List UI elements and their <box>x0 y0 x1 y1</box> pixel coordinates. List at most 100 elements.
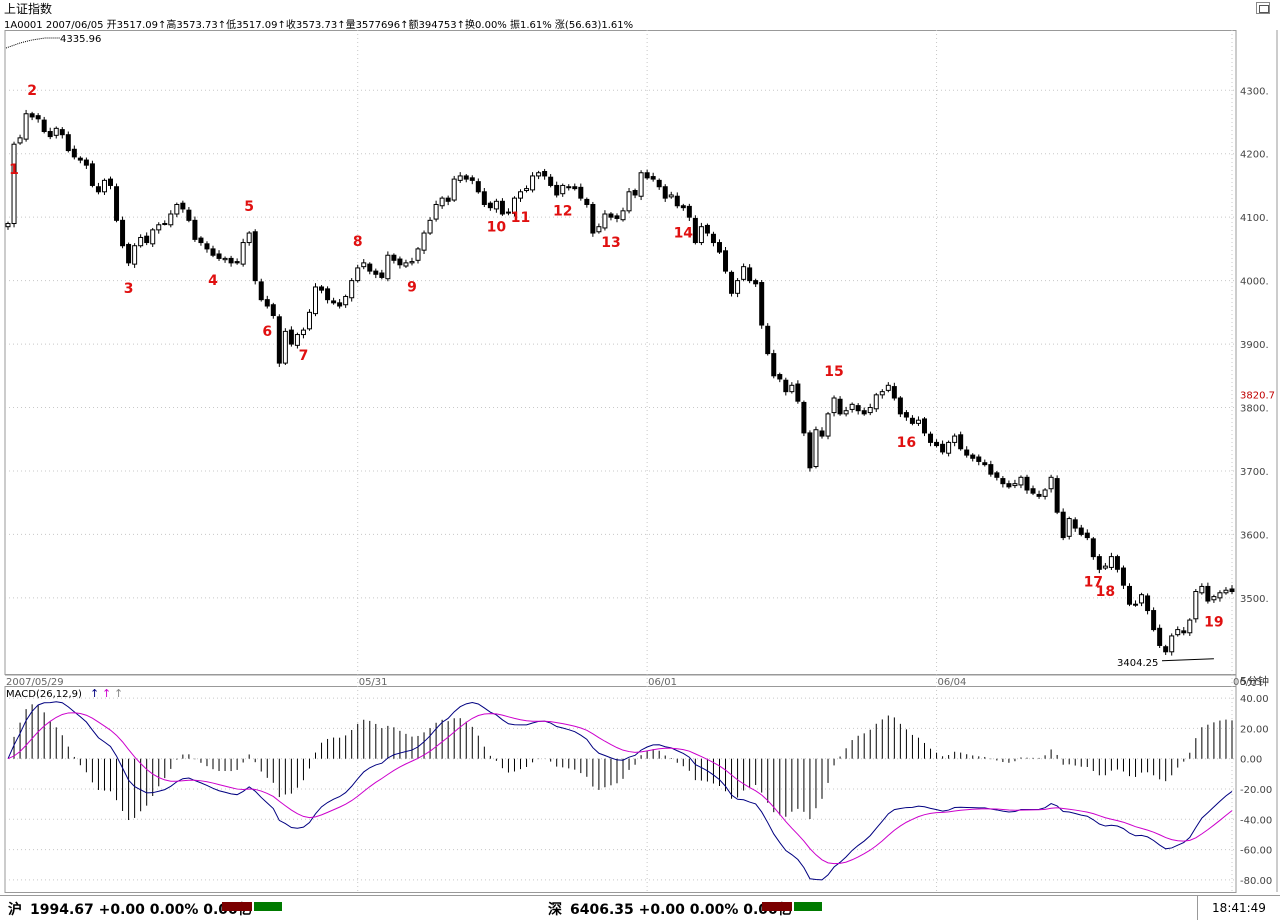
candle <box>928 431 934 447</box>
candle-body-down <box>982 462 988 466</box>
candle <box>1012 479 1018 489</box>
candle <box>126 242 132 267</box>
candle <box>964 446 970 458</box>
candle-body-up <box>1133 603 1139 606</box>
candle <box>1211 594 1217 603</box>
candle <box>783 377 789 396</box>
candle-body-up <box>946 441 952 454</box>
candle <box>355 264 361 283</box>
candle-body-down <box>1036 493 1042 497</box>
candle-body-down <box>481 191 487 205</box>
candle-body-down <box>59 129 65 136</box>
macd-arrow-icon: ↑ <box>114 687 123 700</box>
candle-body-up <box>566 186 572 189</box>
candle <box>644 169 650 180</box>
title-bar: 上证指数 <box>0 0 1280 16</box>
candle-body-up <box>433 203 439 220</box>
candle <box>53 126 59 139</box>
candle <box>1169 633 1175 656</box>
candle <box>5 221 11 230</box>
kline-chart[interactable]: 4335.96 3404.25 4300. 4200. 4100. 4000. 3900.… <box>0 30 1280 895</box>
candle-body-down <box>686 205 692 218</box>
candle-body-up <box>403 262 409 267</box>
candle-body-up <box>349 280 355 299</box>
candle-body-up <box>313 286 319 315</box>
candle-body-down <box>234 261 240 264</box>
candle-body-down <box>1030 488 1036 494</box>
candle <box>554 181 560 198</box>
candle-body-down <box>674 195 680 207</box>
candle <box>542 168 548 180</box>
candle <box>650 172 656 182</box>
candle-body-down <box>662 186 668 199</box>
candle-body-down <box>729 271 735 294</box>
candle <box>319 285 325 294</box>
price-tick-label: 4200. <box>1240 150 1269 161</box>
time-tick-label: 06/05 <box>1233 677 1262 688</box>
candle-body-down <box>680 205 686 209</box>
dif-line <box>7 701 1233 881</box>
candle <box>560 183 566 197</box>
wave-label: 18 <box>1096 584 1115 600</box>
candle-body-up <box>451 178 457 201</box>
candle <box>710 231 716 247</box>
candle-body-down <box>1229 588 1235 593</box>
candle <box>566 184 572 191</box>
candle <box>692 215 698 245</box>
candle-body-up <box>1211 596 1217 601</box>
candle-body-down <box>1024 476 1030 491</box>
candle <box>475 178 481 194</box>
candle <box>138 234 144 248</box>
price-axis: 4300. 4200. 4100. 4000. 3900. 3800. 3700. 3600.… <box>1240 86 1275 605</box>
candle-body-up <box>789 384 795 393</box>
candle <box>282 328 288 366</box>
candle <box>114 183 120 223</box>
macd-tick-label: 40.00 <box>1240 694 1269 705</box>
candle-body-down <box>325 288 331 301</box>
candle-body-down <box>108 178 114 186</box>
candle <box>361 259 367 270</box>
candle <box>1090 536 1096 560</box>
sh-down-meter <box>254 902 282 911</box>
candle-body-down <box>807 432 813 469</box>
wave-label: 15 <box>824 364 843 380</box>
candle <box>499 198 505 216</box>
candle <box>331 297 337 305</box>
candle <box>1175 626 1181 637</box>
candle-body-down <box>819 430 825 437</box>
candle-body-up <box>427 219 433 234</box>
candle <box>264 295 270 309</box>
macd-tick-label: 20.00 <box>1240 724 1269 735</box>
candle <box>524 185 530 193</box>
candle-body-down <box>95 186 101 193</box>
maximize-button[interactable] <box>1256 2 1270 14</box>
candle <box>204 241 210 253</box>
candle-body-down <box>921 418 927 434</box>
candle <box>729 270 735 297</box>
candle-body-up <box>168 213 174 226</box>
min-price-label: 3404.25 <box>1117 658 1158 669</box>
candle <box>891 382 897 401</box>
candle-body-up <box>1042 489 1048 497</box>
candle <box>505 208 511 216</box>
candle-body-up <box>698 226 704 244</box>
candle <box>252 229 258 285</box>
candle-body-down <box>1060 511 1066 539</box>
candle <box>958 431 964 451</box>
candle-body-up <box>361 262 367 268</box>
candle <box>210 245 216 258</box>
candle-body-down <box>210 248 216 256</box>
candle-body-up <box>5 223 11 228</box>
candle-body-up <box>415 248 421 261</box>
wave-label: 10 <box>487 219 507 235</box>
dea-arrow-icon: ↑ <box>102 687 111 700</box>
candle <box>632 188 638 199</box>
candle <box>837 396 843 416</box>
candle-body-down <box>228 257 234 264</box>
candle <box>1006 480 1012 489</box>
candle <box>156 222 162 234</box>
price-tick-label: 3900. <box>1240 340 1269 351</box>
candle <box>89 160 95 188</box>
candle-body-up <box>409 261 415 264</box>
candle <box>1066 516 1072 540</box>
